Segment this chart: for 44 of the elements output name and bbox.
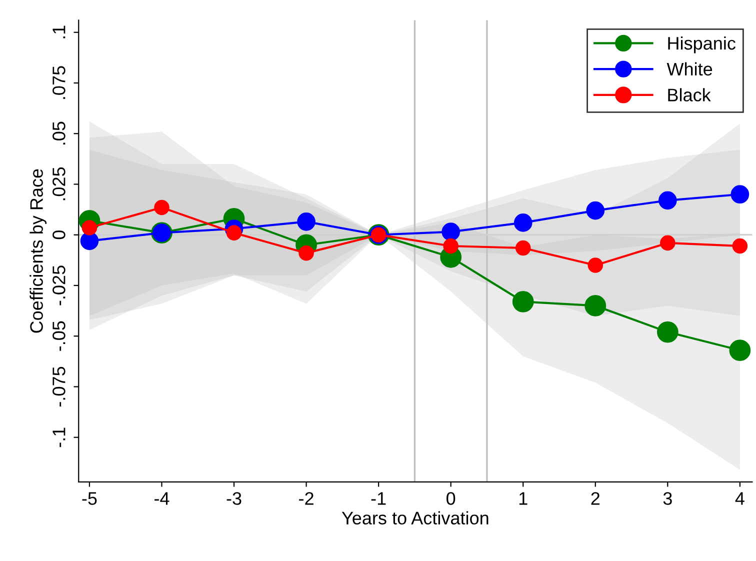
point	[515, 240, 531, 256]
point	[584, 295, 606, 316]
point	[656, 321, 678, 343]
point	[588, 258, 604, 273]
point	[730, 185, 750, 204]
x-tick-label: -5	[82, 492, 97, 505]
point	[80, 232, 99, 250]
x-tick-label: 3	[663, 492, 672, 505]
point	[442, 222, 460, 241]
x-tick-label: 2	[591, 492, 600, 505]
x-tick-label: 4	[735, 492, 744, 505]
y-tick-label: -.1	[52, 428, 66, 448]
point	[658, 191, 677, 210]
point	[154, 200, 170, 216]
legend-label: Black	[668, 88, 711, 102]
y-tick-label: .025	[52, 167, 66, 200]
y-tick-label: .075	[52, 66, 66, 99]
x-tick-label: 1	[519, 492, 528, 505]
point	[732, 238, 748, 254]
point	[443, 238, 458, 254]
x-tick-label: 0	[446, 492, 456, 505]
x-tick-label: -1	[371, 492, 386, 505]
x-tick-label: -4	[154, 492, 170, 505]
y-tick-label: .05	[52, 122, 66, 144]
point	[512, 290, 534, 312]
y-tick-label: -.075	[52, 366, 66, 406]
point	[586, 201, 605, 220]
y-tick-label: -.05	[52, 321, 66, 351]
x-tick-label: -2	[299, 492, 314, 505]
point	[226, 225, 242, 240]
x-tick-label: -3	[226, 492, 242, 505]
y-tick-label: -.025	[52, 266, 66, 306]
point	[514, 214, 532, 232]
y-axis-title: Coefficients by Race	[30, 169, 47, 333]
point	[298, 245, 314, 261]
x-axis-title: Years to Activation	[342, 511, 488, 524]
legend-label: Hispanic	[668, 36, 736, 54]
point	[729, 340, 751, 361]
y-tick-label: 0	[52, 230, 66, 240]
y-tick-label: .1	[52, 26, 66, 38]
point	[82, 220, 98, 236]
point	[660, 235, 676, 251]
legend-label: White	[666, 62, 712, 76]
point	[297, 212, 316, 231]
